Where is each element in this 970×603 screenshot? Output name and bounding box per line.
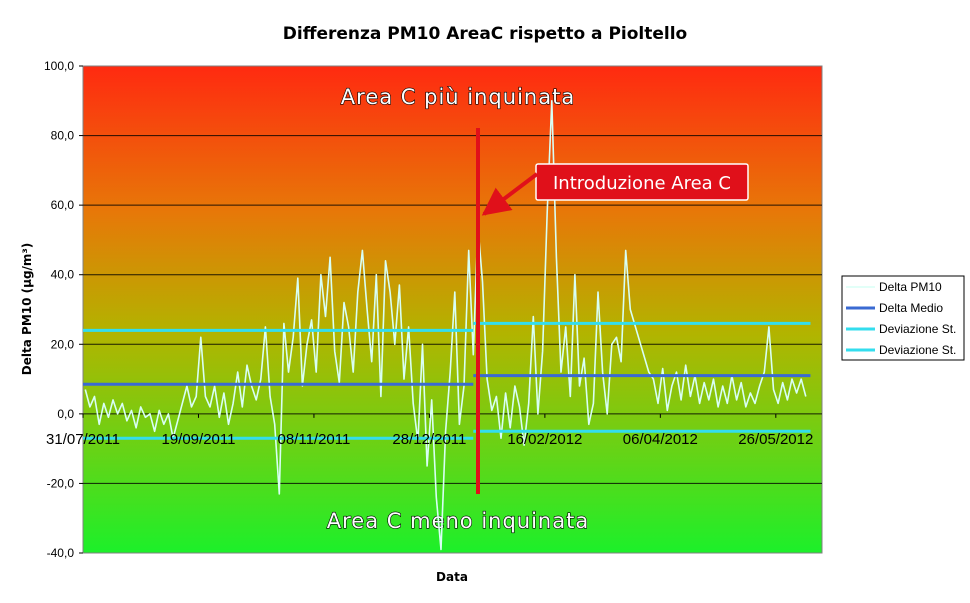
series-line-delta-pm10: [84, 100, 807, 551]
y-axis-label: Delta PM10 (µg/m³): [20, 243, 34, 375]
x-tick-label: 16/02/2012: [507, 431, 582, 448]
legend: Delta PM10 Delta Medio Deviazione St. Devia…: [841, 275, 965, 361]
callout: Introduzione Area C: [481, 163, 749, 216]
y-tick-label: 40,0: [51, 268, 75, 282]
x-tick-label: 28/12/2011: [392, 431, 466, 448]
y-tick-label: -40,0: [47, 546, 75, 560]
legend-box: [841, 275, 965, 361]
chart-title: Differenza PM10 AreaC rispetto a Pioltel…: [283, 24, 687, 44]
legend-label: Deviazione St.: [879, 322, 956, 336]
legend-label: Deviazione St.: [879, 343, 956, 357]
y-tick-label: 60,0: [51, 198, 75, 212]
region-label-top: Area C più inquinata: [341, 85, 575, 109]
y-tick-label: 0,0: [57, 407, 74, 421]
y-tick-label: 20,0: [51, 337, 75, 351]
legend-label: Delta Medio: [879, 301, 943, 315]
legend-items: Delta PM10 Delta Medio Deviazione St. Devia…: [846, 280, 956, 357]
x-tick-label: 06/04/2012: [623, 431, 698, 448]
callout-box: [535, 163, 749, 201]
series-layer: [83, 100, 811, 551]
x-tick-label: 31/07/2011: [46, 431, 120, 448]
x-axis-label: Data: [436, 570, 468, 584]
y-tick-label: -20,0: [47, 476, 75, 490]
y-tick-label: 100,0: [44, 59, 74, 73]
legend-label: Delta PM10: [879, 280, 942, 294]
y-axis-ticks: 100,0 80,0 60,0 40,0 20,0 0,0 -20,0 -40,0: [44, 59, 83, 560]
x-tick-label: 08/11/2011: [278, 431, 351, 448]
x-axis-ticks: 31/07/2011 19/09/2011 08/11/2011 28/12/2011…: [46, 413, 813, 448]
x-tick-label: 26/05/2012: [738, 431, 813, 448]
region-label-bottom: Area C meno inquinata: [327, 509, 589, 533]
y-tick-label: 80,0: [51, 129, 75, 143]
callout-text: Introduzione Area C: [553, 173, 731, 194]
callout-arrow: [481, 172, 539, 216]
plot-area: [82, 65, 823, 554]
gridlines: [83, 135, 822, 484]
x-tick-label: 19/09/2011: [161, 431, 235, 448]
